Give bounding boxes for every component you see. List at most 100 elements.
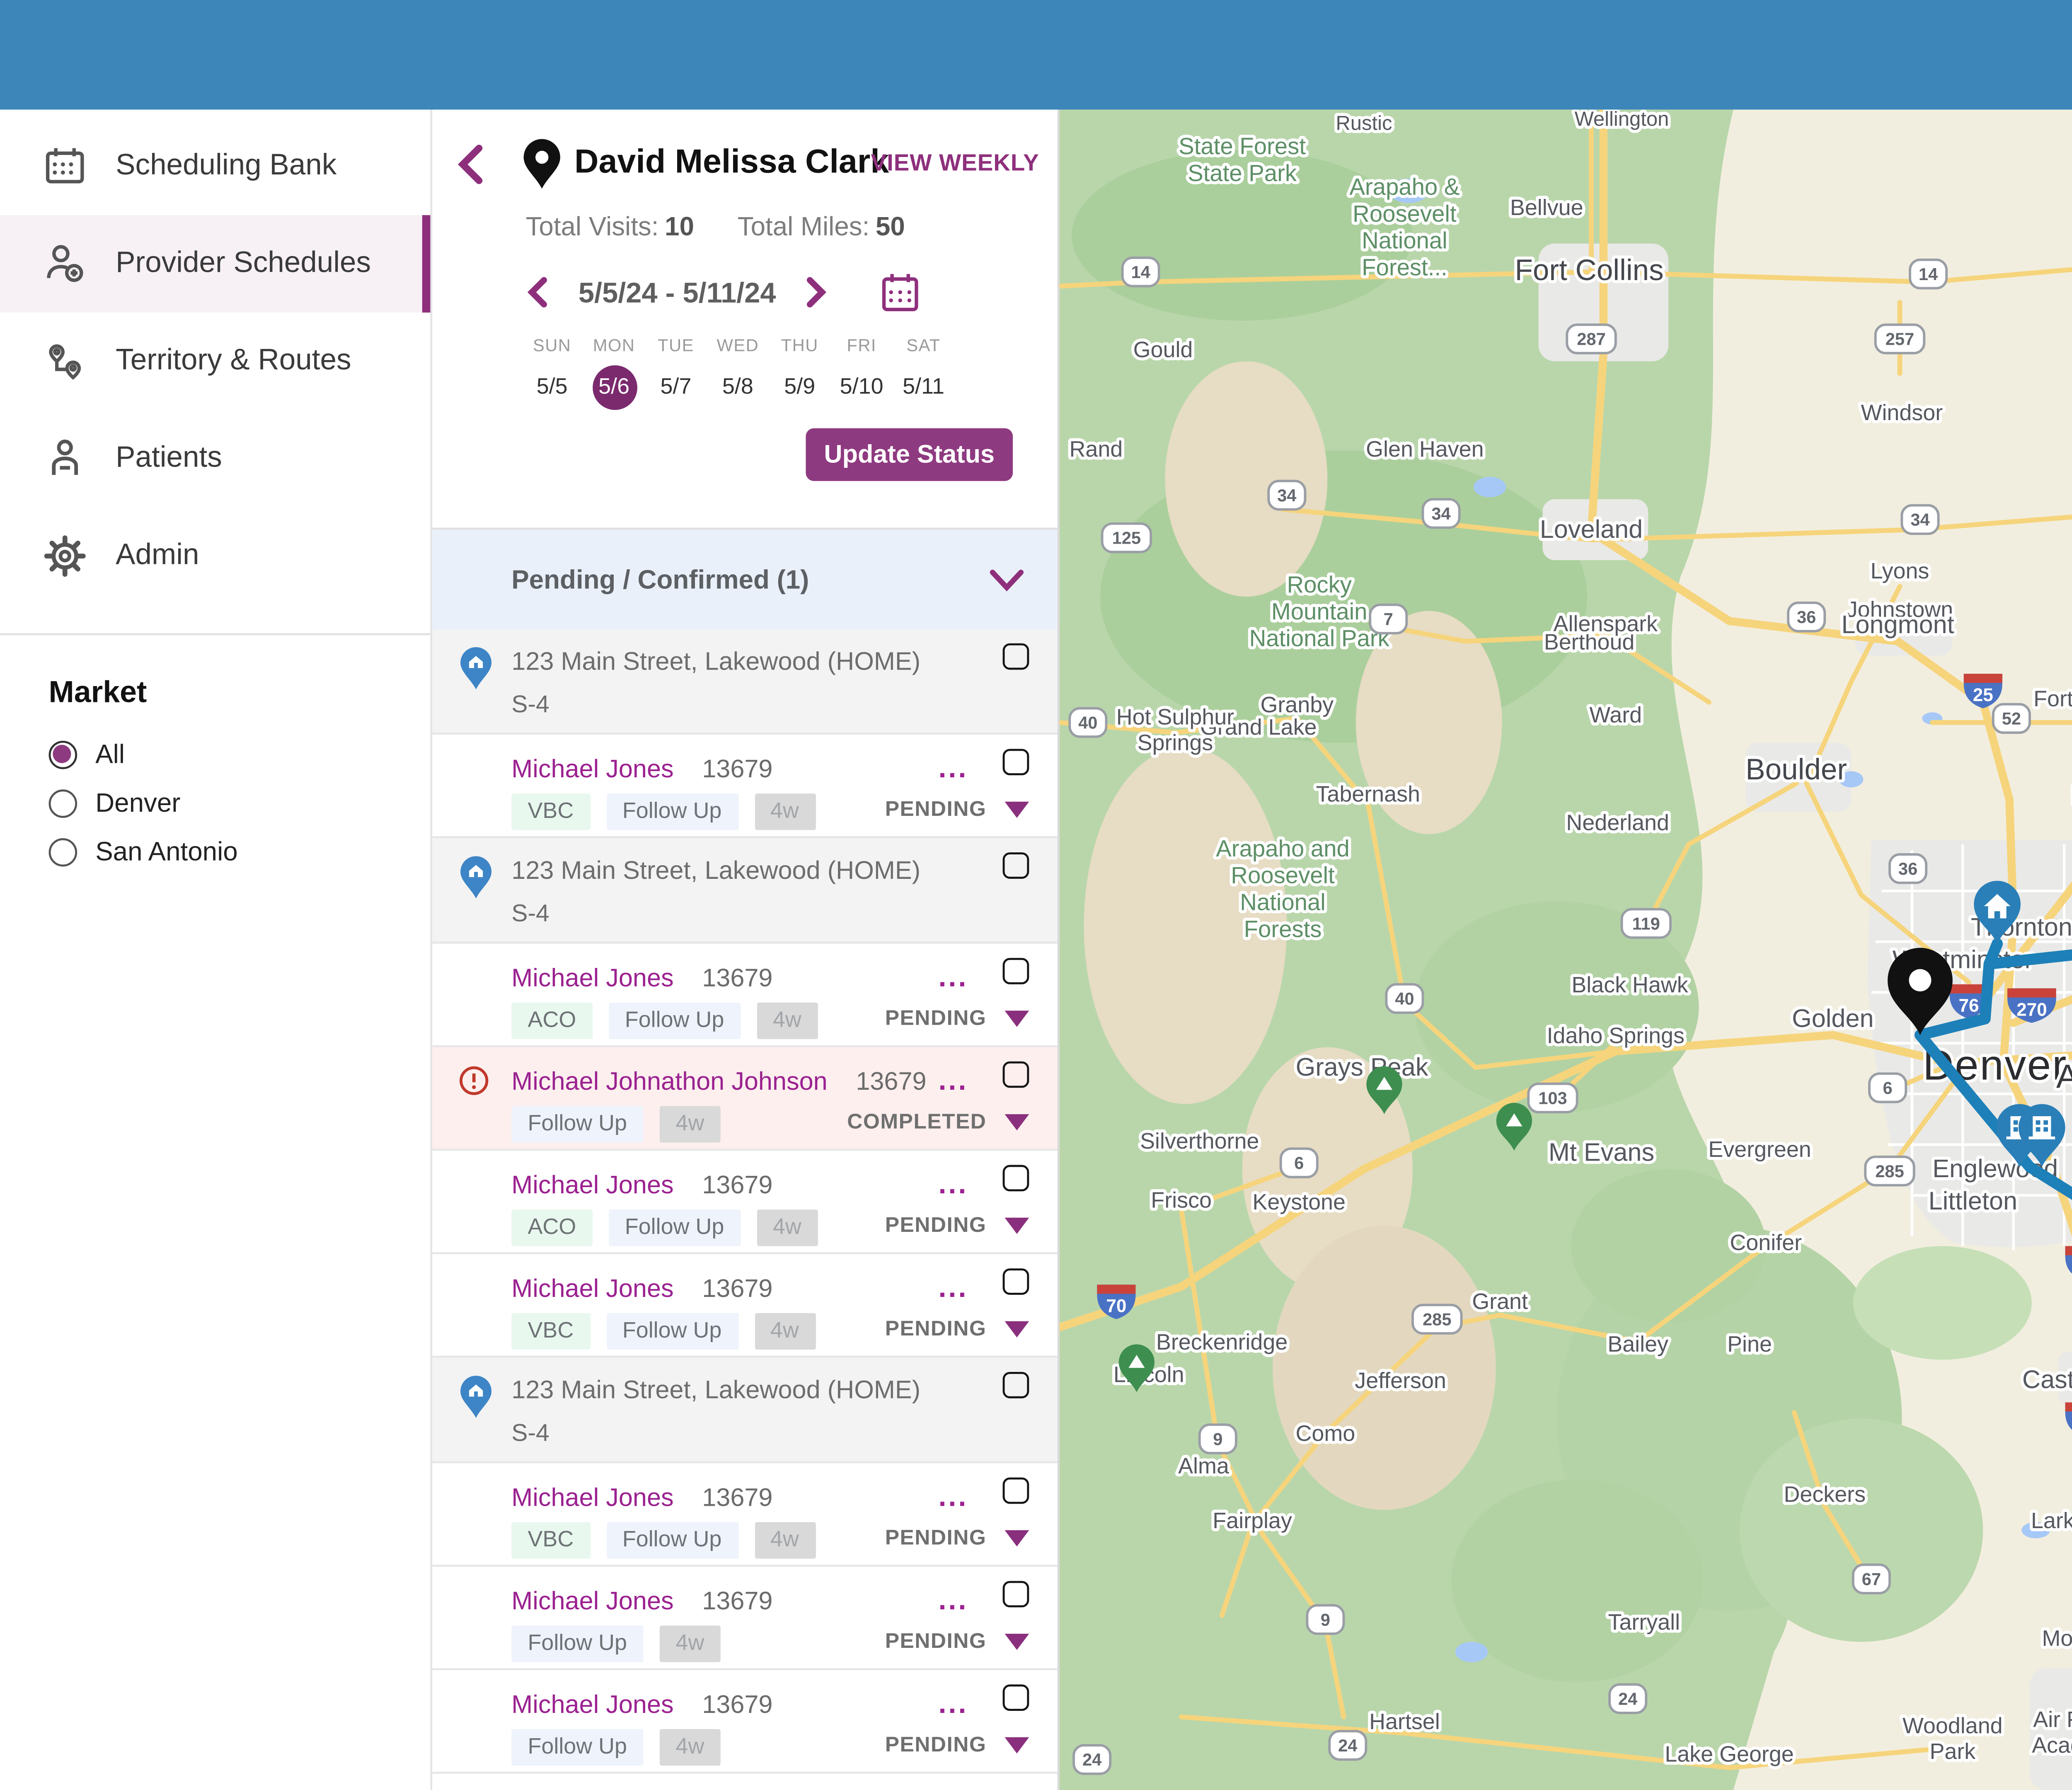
visit-checkbox[interactable] [1002,1684,1029,1711]
day-date[interactable]: 5/6 [591,365,637,410]
visit-row[interactable]: Michael Jones 13679... Follow Up 4w PENDING [432,1567,1058,1671]
visit-checkbox[interactable] [1002,1268,1029,1295]
calendar-picker-icon[interactable] [881,272,920,312]
address-checkbox[interactable] [1002,643,1029,670]
more-actions-icon[interactable]: ... [938,1686,968,1719]
visit-checkbox[interactable] [1002,1477,1029,1504]
more-actions-icon[interactable]: ... [938,1063,968,1096]
more-actions-icon[interactable]: ... [938,1270,968,1303]
svg-text:52: 52 [2002,709,2021,728]
status-dropdown-icon[interactable] [1005,1321,1029,1338]
patient-name[interactable]: Michael Jones [511,1691,674,1719]
patient-name[interactable]: Michael Jones [511,755,674,784]
pending-confirmed-header[interactable]: Pending / Confirmed (1) [432,527,1058,629]
view-weekly-link[interactable]: VIEW WEEKLY [871,152,1039,177]
badge-4w: 4w [756,1209,818,1246]
person-plus-icon [47,245,83,282]
status-dropdown-icon[interactable] [1005,1114,1029,1131]
badge-follow-up: Follow Up [608,1209,741,1246]
status-dropdown-icon[interactable] [1005,1530,1029,1547]
market-option-denver[interactable]: Denver [48,787,431,818]
more-actions-icon[interactable]: ... [938,1583,968,1616]
radio-icon[interactable] [48,788,77,817]
more-actions-icon[interactable]: ... [938,751,968,784]
visit-row[interactable]: Michael Johnathon Johnson 13679... Follow … [432,1047,1058,1151]
address-sub: S-4 [511,899,549,928]
day-sat[interactable]: SAT 5/11 [893,335,954,410]
start-pin[interactable] [1888,948,1953,1035]
patient-name[interactable]: Michael Jones [511,1171,674,1200]
visit-row[interactable]: Michael Jones 13679... VBC Follow Up 4w PENDI… [432,735,1058,838]
market-option-san-antonio[interactable]: San Antonio [48,836,431,866]
visit-pin-building[interactable] [2019,1104,2065,1167]
day-mon[interactable]: MON 5/6 [583,335,644,410]
visit-row[interactable]: Michael Jones 13679... ACO Follow Up 4w PENDI… [432,943,1058,1047]
day-date[interactable]: 5/11 [903,375,945,400]
status-dropdown-icon[interactable] [1005,1737,1029,1754]
day-date[interactable]: 5/5 [536,375,568,400]
patient-name[interactable]: Michael Jones [511,1483,674,1512]
visit-row[interactable]: Michael Jones 13679... ACO Follow Up 4w PENDI… [432,1151,1058,1254]
svg-text:Tabernash: Tabernash [1316,782,1420,807]
more-actions-icon[interactable]: ... [938,1167,968,1200]
patient-name[interactable]: Michael Jones [511,1587,674,1616]
sidebar-item-patients[interactable]: Patients [0,410,430,507]
day-date[interactable]: 5/7 [660,375,692,400]
next-week-chevron-icon[interactable] [804,276,829,308]
day-tue[interactable]: TUE 5/7 [646,335,707,410]
svg-text:Conifer: Conifer [1730,1230,1802,1255]
patient-name[interactable]: Michael Johnathon Johnson [511,1067,828,1096]
status-dropdown-icon[interactable] [1005,801,1029,818]
address-row[interactable]: 123 Main Street, Lakewood (HOME) S-4 [432,838,1058,944]
visit-checkbox[interactable] [1002,1581,1029,1608]
visit-pin-house[interactable] [1974,880,2021,944]
visit-checkbox[interactable] [1002,749,1029,776]
provider-name: David Melissa Clark [574,144,889,181]
visit-checkbox[interactable] [1002,958,1029,984]
patient-name[interactable]: Michael Jones [511,964,674,993]
market-option-all[interactable]: All [48,739,431,769]
day-date[interactable]: 5/8 [722,375,753,400]
map-container[interactable]: WellingtonRusticNunnKeotaBellvueFort Col… [1059,109,2072,1790]
radio-icon[interactable] [48,740,77,768]
visit-row[interactable]: Michael Jones 13679... VBC Follow Up 4w PENDI… [432,1254,1058,1358]
visit-checkbox[interactable] [1002,1061,1029,1088]
more-actions-icon[interactable]: ... [938,1479,968,1512]
chevron-down-icon[interactable] [988,567,1025,592]
day-date[interactable]: 5/10 [840,375,884,400]
map[interactable]: WellingtonRusticNunnKeotaBellvueFort Col… [1059,109,2072,1790]
status-dropdown-icon[interactable] [1005,1011,1029,1027]
svg-text:270: 270 [2016,999,2047,1020]
patient-name[interactable]: Michael Jones [511,1274,674,1303]
sidebar-item-territory-routes[interactable]: Territory & Routes [0,312,430,410]
badge-aco: ACO [511,1209,593,1246]
radio-icon[interactable] [48,837,77,866]
svg-text:285: 285 [1423,1309,1451,1329]
day-sun[interactable]: SUN 5/5 [522,335,583,410]
status-dropdown-icon[interactable] [1005,1217,1029,1234]
visit-row[interactable]: Michael Jones 13679... Follow Up 4w PENDING [432,1670,1058,1774]
address-checkbox[interactable] [1002,1372,1029,1398]
status-dropdown-icon[interactable] [1005,1633,1029,1650]
address-pin-icon [460,1376,492,1418]
day-thu[interactable]: THU 5/9 [769,335,830,410]
more-actions-icon[interactable]: ... [938,960,968,993]
visit-checkbox[interactable] [1002,1165,1029,1192]
day-wed[interactable]: WED 5/8 [707,335,768,410]
day-date[interactable]: 5/9 [784,375,816,400]
prev-week-chevron-icon[interactable] [526,276,550,308]
svg-text:25: 25 [1973,685,1993,705]
address-checkbox[interactable] [1002,852,1029,879]
back-chevron-icon[interactable] [457,144,485,185]
sidebar-item-scheduling-bank[interactable]: Scheduling Bank [0,118,430,215]
visit-row[interactable]: Michael Jones 13679... VBC Follow Up 4w PENDI… [432,1463,1058,1567]
address-row[interactable]: 123 Main Street, Lakewood (HOME) S-4 [432,629,1058,735]
update-status-button[interactable]: Update Status [806,428,1013,481]
status-badge: PENDING [885,1630,987,1654]
svg-text:Nederland: Nederland [1566,810,1669,835]
day-fri[interactable]: FRI 5/10 [831,335,892,410]
sidebar-item-admin[interactable]: Admin [0,507,430,605]
address-row[interactable]: 123 Main Street, Lakewood (HOME) S-4 [432,1357,1058,1463]
sidebar-item-provider-schedules[interactable]: Provider Schedules [0,215,431,313]
